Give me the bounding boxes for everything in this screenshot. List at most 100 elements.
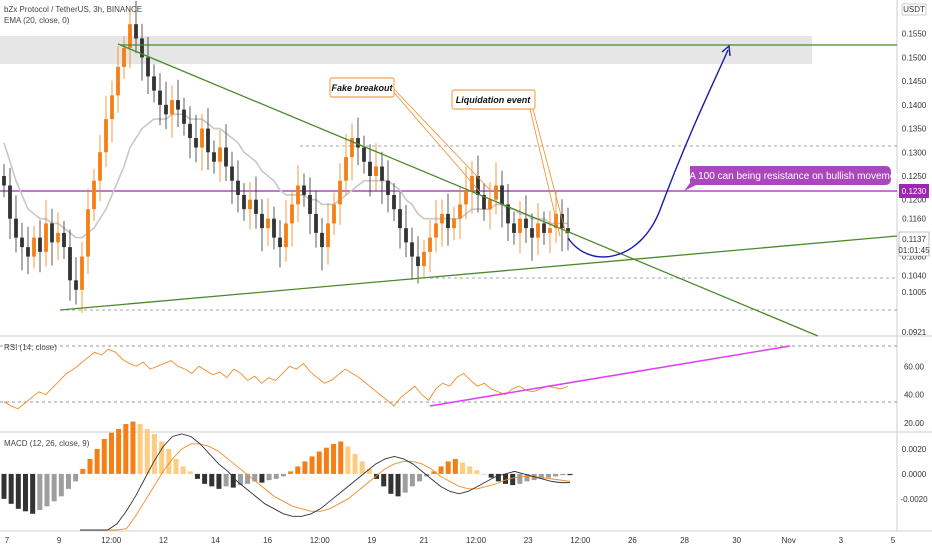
candle-body [224, 147, 228, 167]
price-tick-label: 0.1250 [902, 172, 927, 181]
macd-histogram-bar [288, 471, 294, 474]
candle-body [74, 280, 78, 290]
macd-histogram-bar [44, 473, 50, 507]
ema-line-label: EMA (20, close, 0) [4, 16, 70, 25]
candle-body [428, 237, 432, 252]
rsi-axis: 60.00 40.00 20.00 [904, 362, 925, 428]
macd-histogram-bar [524, 473, 530, 482]
time-axis: 7 9 12:00 12 14 16 12:00 19 21 12:00 23 12:00 26 28 30… [5, 536, 896, 545]
macd-histogram-bar [395, 473, 401, 497]
ema-line-group [3, 113, 568, 239]
candle-body [446, 213, 450, 229]
candle-body [128, 24, 132, 48]
price-tick-label: 0.1040 [902, 272, 927, 281]
candle-body [278, 237, 282, 248]
macd-histogram-bar [273, 473, 279, 479]
candle-body [260, 213, 264, 229]
liquidation-box [451, 89, 536, 110]
candle-body [188, 123, 192, 139]
candle-body [248, 199, 252, 210]
resistance-price-tag [899, 184, 929, 198]
price-tick-label: 0.0921 [902, 328, 927, 337]
price-tick-label: 0.1005 [902, 288, 927, 297]
candle-body [434, 223, 438, 238]
macd-histogram-bar [166, 448, 172, 474]
time-tick-label: 12:00 [570, 536, 591, 545]
candle-body [542, 223, 546, 233]
macd-histogram-bar [316, 451, 322, 474]
candle-body [476, 175, 480, 195]
candle-body [410, 242, 414, 257]
candle-body [272, 218, 276, 238]
rsi-line-group [3, 348, 569, 410]
candle-body [554, 213, 558, 229]
time-tick-label: 12:00 [101, 536, 122, 545]
candle-body [170, 100, 174, 115]
macd-histogram-bar [438, 466, 444, 474]
candle-body [464, 190, 468, 205]
candles-group [2, 0, 570, 314]
candle-body [398, 209, 402, 229]
time-tick-label: 16 [263, 536, 272, 545]
candle-body [110, 95, 114, 120]
macd-axis: 0.0020 0.0000 -0.0020 [900, 445, 928, 504]
candle-body [518, 218, 522, 233]
candle-body [314, 213, 318, 233]
macd-histogram-bar [30, 473, 36, 514]
candle-body [50, 223, 54, 243]
macd-histogram-bar [366, 468, 372, 474]
time-tick-label: Nov [782, 536, 796, 545]
time-tick-label: 12 [159, 536, 168, 545]
candle-body [158, 90, 162, 105]
macd-histogram-bar [452, 458, 458, 474]
macd-histogram-bar [388, 473, 394, 494]
macd-histogram-bar [323, 447, 329, 474]
candle-body [194, 138, 198, 148]
macd-histogram-bar [245, 473, 251, 484]
candle-body [206, 128, 210, 153]
symbol-line: bZx Protocol / TetherUS, 3h, BINANCE [4, 5, 142, 14]
macd-histogram-bar [431, 471, 437, 474]
currency-label: USDT [903, 5, 925, 14]
candle-body [302, 185, 306, 195]
candle-body [512, 223, 516, 233]
price-tick-label: 0.1080 [902, 253, 927, 262]
macd-histogram-bar [567, 473, 573, 476]
candle-body [344, 157, 348, 181]
candle-body [368, 161, 372, 176]
rsi-line [3, 348, 569, 410]
macd-histogram-bar [295, 466, 301, 474]
macd-histogram-bar [467, 466, 473, 474]
rsi-trendline [429, 345, 791, 407]
time-tick-label: 9 [57, 536, 62, 545]
macd-histogram-bar [94, 448, 100, 474]
candle-body [308, 194, 312, 214]
fake-breakout-label: Fake breakout [331, 83, 393, 93]
ema-callout-text: EMA 100 can being resistance on bullish … [674, 171, 904, 182]
macd-histogram-bar [123, 424, 129, 474]
candle-body [176, 100, 180, 110]
macd-histogram-bar [194, 473, 200, 479]
time-tick-label: 14 [211, 536, 220, 545]
time-tick-label: 7 [5, 536, 10, 545]
price-tick-label: 0.1500 [902, 53, 927, 62]
candle-body [380, 166, 384, 181]
macd-histogram-bar [409, 473, 415, 487]
candle-body [146, 57, 150, 77]
macd-histogram-bar [560, 473, 566, 476]
macd-title: MACD (12, 26, close, 9) [4, 439, 90, 448]
candle-body [332, 204, 336, 224]
countdown-label: 01:01:45 [898, 246, 930, 255]
liquidation-pointer-a [532, 108, 567, 235]
candle-body [80, 256, 84, 290]
macd-histogram-bar [151, 434, 157, 474]
candle-body [338, 180, 342, 205]
macd-histogram-bar [209, 473, 215, 487]
time-tick-label: 26 [628, 536, 637, 545]
ema-callout-bubble [684, 166, 891, 191]
candle-body [56, 232, 60, 243]
price-tick-label: 0.1300 [902, 148, 927, 157]
macd-histogram-bar [280, 473, 286, 477]
currency-badge[interactable] [901, 3, 927, 16]
